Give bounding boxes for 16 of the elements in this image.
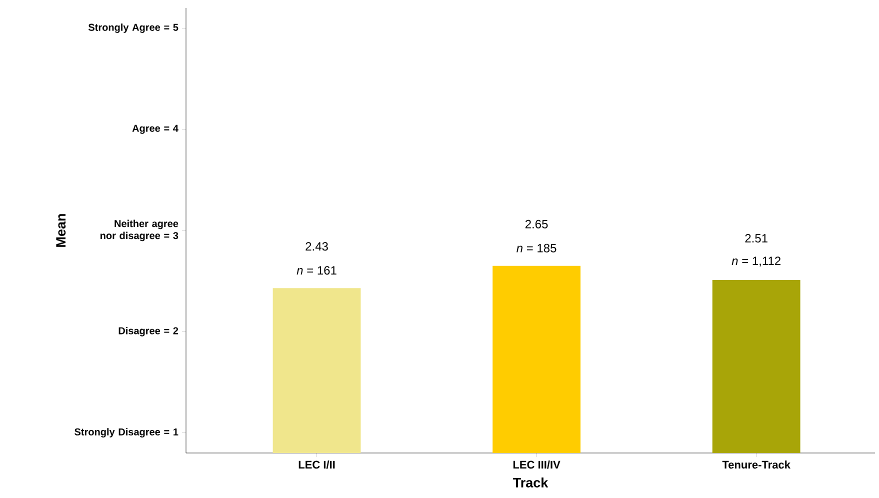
x-tick-label: Tenure-Track [722, 460, 790, 469]
data-label: 2.65 [525, 220, 548, 228]
y-tick-label: Strongly Disagree = 1 [74, 428, 178, 438]
y-axis-title: Mean [56, 214, 66, 247]
y-tick-label: Agree = 4 [132, 124, 178, 134]
data-label: 2.51 [745, 234, 768, 243]
data-label: 2.43 [306, 242, 328, 251]
annotation: n = 1,112 [732, 256, 780, 267]
x-axis-title: Track [513, 478, 548, 488]
y-tick-label: Strongly Agree = 5 [88, 24, 178, 33]
annotation: n = 161 [296, 266, 336, 275]
x-tick-label: LEC III/IV [513, 460, 560, 469]
annotation: n = 185 [516, 244, 556, 252]
y-tick-label: Neither agree nor disagree = 3 [100, 220, 178, 242]
x-tick-label: LEC I/II [298, 460, 335, 469]
y-tick-label: Disagree = 2 [118, 326, 178, 336]
